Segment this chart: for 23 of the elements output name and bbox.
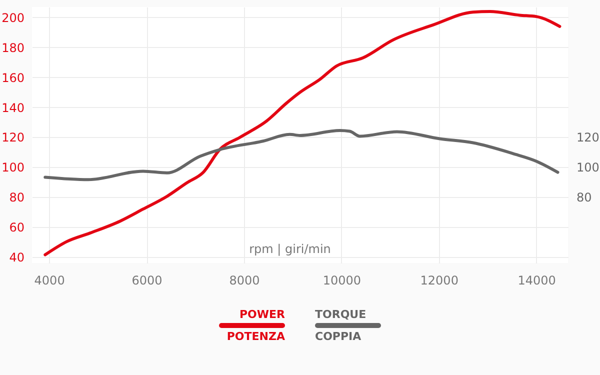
- x-tick-label: 12000: [420, 274, 458, 288]
- text: TORQUE COPPIA: [315, 308, 368, 343]
- x-tick-label: 8000: [229, 274, 260, 288]
- y-tick-label: 200: [2, 10, 24, 25]
- y-tick-label: 100: [2, 160, 24, 175]
- y-tick-label: 40: [9, 250, 24, 265]
- y2-tick-label: 80: [576, 190, 592, 205]
- y2-tick-label: 120: [576, 130, 600, 145]
- x-tick-label: 6000: [132, 274, 162, 288]
- x-tick-label: 4000: [34, 274, 65, 288]
- x-tick-label: 14000: [518, 274, 556, 288]
- y-tick-label: 180: [2, 40, 24, 55]
- x-tick-label: 10000: [322, 274, 362, 288]
- y-tick-label: 140: [2, 100, 24, 115]
- y-tick-label: 80: [9, 190, 24, 205]
- y2-tick-label: 100: [576, 160, 600, 175]
- x-axis-title: rpm | giri/min: [249, 242, 331, 256]
- line-series: [44, 10, 562, 256]
- y-tick-label: 120: [2, 130, 24, 145]
- y-tick-label: 60: [9, 220, 24, 235]
- text: POWER POTENZA: [226, 308, 285, 343]
- line-series: [44, 129, 560, 182]
- y-tick-label: 160: [2, 70, 24, 85]
